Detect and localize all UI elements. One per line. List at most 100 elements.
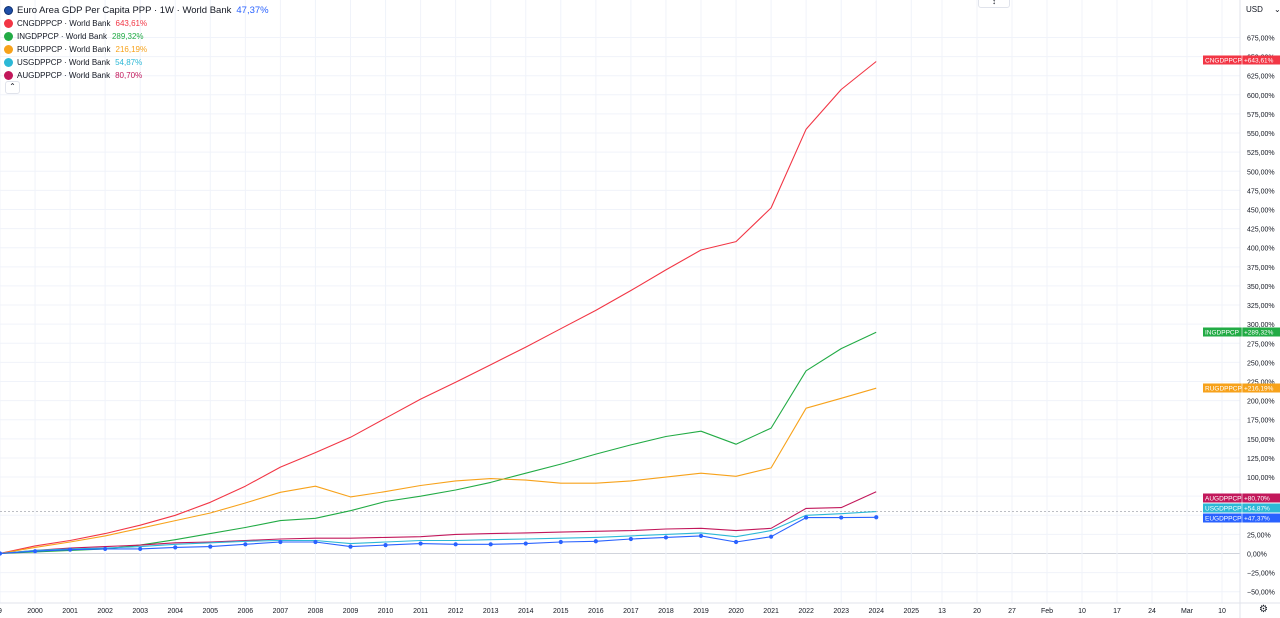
y-tick-label: 225,00% [1247,379,1275,386]
y-tick-label: 350,00% [1247,284,1275,291]
russia-flag-icon [4,45,13,54]
china-flag-icon [4,19,13,28]
x-tick-label: 2011 [413,608,428,615]
currency-selector[interactable]: USD [1246,5,1263,14]
chevron-up-icon: ⌃ [9,82,16,91]
legend-item[interactable]: INGDPPCP · World Bank 289,32% [4,30,269,43]
y-tick-label: 600,00% [1247,93,1275,100]
series-point [488,542,493,547]
end-label-box [1203,513,1280,523]
series-point [68,547,73,552]
legend-collapse-button[interactable]: ⌃ [5,81,20,94]
series-point [663,535,669,540]
chevron-down-icon[interactable]: ⌄ [1274,5,1280,14]
gear-icon[interactable]: ⚙ [1259,604,1268,615]
series-end-label: EUGDPPCP +47,37% [1203,513,1280,523]
x-tick-label: 2022 [798,608,814,615]
y-tick-label: 675,00% [1247,35,1275,42]
x-tick-label: 2014 [518,608,534,615]
legend-label: CNGDPPCP · World Bank [17,19,111,28]
series-point [698,533,704,539]
series-point [733,539,739,545]
main-series-title: Euro Area GDP Per Capita PPP · 1W · Worl… [17,4,232,16]
series-line [0,511,877,555]
series-point [0,551,3,556]
usa-flag-icon [4,58,13,67]
series-end-label: AUGDPPCP +80,70% [1203,493,1280,503]
x-tick-label: 2016 [588,608,604,615]
end-label-name: INGDPPCP [1205,330,1239,337]
end-label-value: +643,61% [1244,58,1274,65]
series-point [278,539,283,545]
x-tick-label: 2005 [203,608,219,615]
x-tick-label: Feb [1041,608,1053,615]
x-tick-label: 17 [1113,608,1121,615]
end-label-box [1203,383,1280,393]
x-tick-label: 2002 [97,608,113,615]
x-tick-label: 2023 [833,608,849,615]
series-point [453,542,458,547]
end-label-value: +216,19% [1244,386,1274,393]
x-tick-label: 9 [0,608,2,615]
x-tick-label: Mar [1181,608,1194,615]
end-label-box [1203,503,1280,513]
y-tick-label: −50,00% [1247,590,1275,597]
y-tick-label: 425,00% [1247,227,1275,234]
x-tick-label: 2024 [868,608,884,615]
x-tick-label: 2009 [343,608,359,615]
x-tick-label: 2010 [378,608,394,615]
end-label-box [1203,493,1280,503]
arrow-icon: ↕ [992,0,996,6]
y-tick-label: 625,00% [1247,74,1275,81]
legend-item[interactable]: RUGDPPCP · World Bank 216,19% [4,43,269,56]
series-point [313,539,318,545]
legend-item[interactable]: CNGDPPCP · World Bank 643,61% [4,17,269,30]
series-end-label: RUGDPPCP +216,19% [1203,383,1280,393]
series-point [138,546,143,552]
x-tick-label: 2006 [238,608,254,615]
series-point [348,544,353,549]
y-tick-label: 0,00% [1247,552,1267,559]
series-point [383,542,388,548]
y-tick-label: 25,00% [1247,532,1271,539]
series-point [243,542,248,547]
x-tick-label: 2015 [553,608,569,615]
legend-value: 80,70% [115,71,143,80]
series-point [103,546,108,552]
x-tick-label: 2017 [623,608,639,615]
legend-item[interactable]: AUGDPPCP · World Bank 80,70% [4,69,269,82]
y-tick-label: 125,00% [1247,456,1275,463]
y-tick-label: 325,00% [1247,303,1275,310]
euro-area-flag-icon [4,5,13,15]
y-tick-label: 450,00% [1247,207,1275,214]
scroll-control-button[interactable]: ↕ [978,0,1010,8]
series-point [839,515,844,520]
series-point [628,536,634,542]
legend-label: AUGDPPCP · World Bank [17,71,111,80]
end-label-name: AUGDPPCP [1205,496,1241,503]
end-label-value: +54,87% [1244,506,1270,513]
x-tick-label: 2018 [658,608,674,615]
x-tick-label: 10 [1078,608,1086,615]
y-tick-label: 500,00% [1247,169,1275,176]
x-tick-label: 2021 [763,608,779,615]
series-line [0,61,877,555]
y-tick-label: 525,00% [1247,150,1275,157]
series-line [0,331,877,555]
end-label-value: +80,70% [1244,496,1270,503]
x-tick-label: 2004 [167,608,183,615]
x-tick-label: 2025 [904,608,920,615]
main-series-value: 47,37% [236,4,269,16]
y-tick-label: 575,00% [1247,112,1275,119]
x-tick-label: 2007 [273,608,289,615]
end-label-value: +289,32% [1244,330,1274,337]
series-point [523,541,528,546]
x-tick-label: 20 [973,608,981,615]
series-point [418,541,423,546]
legend-item[interactable]: USGDPPCP · World Bank 54,87% [4,56,269,69]
end-label-name: EUGDPPCP [1205,516,1241,523]
x-tick-label: 2001 [62,608,78,615]
x-tick-label: 2013 [483,608,499,615]
y-tick-label: 400,00% [1247,246,1275,253]
